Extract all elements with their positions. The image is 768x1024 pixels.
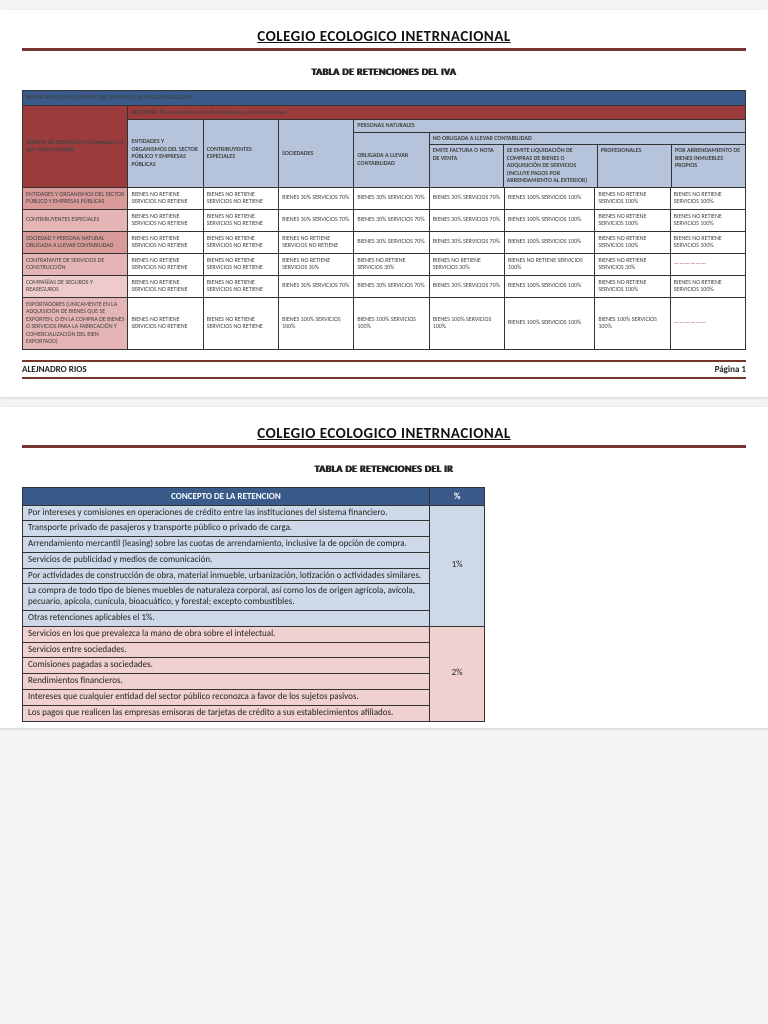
cell: BIENES NO RETIENE SERVICIOS NO RETIENE <box>128 275 203 297</box>
cell: BIENES 30% SERVICIOS 70% <box>354 231 429 253</box>
cell: BIENES NO RETIENE SERVICIOS 100% <box>670 187 745 209</box>
ir-table: CONCEPTO DE LA RETENCION % Por intereses… <box>22 487 485 722</box>
ir-concept: Por actividades de construcción de obra,… <box>23 568 430 584</box>
cell: BIENES NO RETIENE SERVICIOS NO RETIENE <box>128 253 203 275</box>
page-1: COLEGIO ECOLOGICO INETRNACIONAL TABLA DE… <box>0 10 768 397</box>
footer: ALEJNADRO RIOS Página 1 <box>22 360 746 379</box>
cell: —————— <box>670 253 745 275</box>
cell: BIENES 100% SERVICIOS 100% <box>429 297 504 349</box>
cell: BIENES 30% SERVICIOS 70% <box>279 275 354 297</box>
ir-concept: Servicios de publicidad y medios de comu… <box>23 552 430 568</box>
ir-concept: Transporte privado de pasajeros y transp… <box>23 521 430 537</box>
cell: BIENES NO RETIENE SERVICIOS NO RETIENE <box>128 231 203 253</box>
banner: RETENCIONES EN LA FUENTE DEL IMPUESTO AL… <box>23 91 746 106</box>
ir-th1: CONCEPTO DE LA RETENCION <box>23 487 430 505</box>
row-label: CONTRIBUYENTES ESPECIALES <box>23 209 128 231</box>
cell: BIENES NO RETIENE SERVICIOS 100% <box>595 209 670 231</box>
row-label: EXPORTADORES (UNICAMENTE EN LA ADQUISICI… <box>23 297 128 349</box>
ir-concept: Arrendamiento mercantil (leasing) sobre … <box>23 537 430 553</box>
retenido: RETENIDO: El que vende o transfiere bien… <box>128 105 746 120</box>
footer-page: Página 1 <box>715 364 746 375</box>
cell: BIENES 100% SERVICIOS 100% <box>505 187 595 209</box>
page2-title: COLEGIO ECOLOGICO INETRNACIONAL <box>22 425 746 443</box>
ir-concept: Por intereses y comisiones en operacione… <box>23 505 430 521</box>
cell: BIENES 30% SERVICIOS 70% <box>279 209 354 231</box>
iva-table: RETENCIONES EN LA FUENTE DEL IMPUESTO AL… <box>22 90 746 350</box>
cell: BIENES NO RETIENE SERVICIOS 100% <box>505 253 595 275</box>
cell: BIENES NO RETIENE SERVICIOS 100% <box>595 231 670 253</box>
cell: BIENES NO RETIENE SERVICIOS 30% <box>354 253 429 275</box>
row-label: COMPAÑÍAS DE SEGUROS Y REASEGUROS <box>23 275 128 297</box>
ir-th2: % <box>429 487 484 505</box>
cell: BIENES NO RETIENE SERVICIOS NO RETIENE <box>128 297 203 349</box>
ir-concept: Servicios en los que prevalezca la mano … <box>23 626 430 642</box>
ir-pct: 2% <box>429 626 484 721</box>
ir-concept: La compra de todo tipo de bienes muebles… <box>23 584 430 611</box>
page1-subtitle: TABLA DE RETENCIONES DEL IVA <box>22 65 746 78</box>
ir-concept: Intereses que cualquier entidad del sect… <box>23 690 430 706</box>
cell: BIENES 100% SERVICIOS 100% <box>505 209 595 231</box>
col-c2: CONTRIBUYENTES ESPECIALES <box>203 120 278 188</box>
cell: BIENES 100% SERVICIOS 100% <box>505 297 595 349</box>
cell: BIENES 30% SERVICIOS 70% <box>354 187 429 209</box>
ir-concept: Servicios entre sociedades. <box>23 642 430 658</box>
cell: BIENES NO RETIENE SERVICIOS 100% <box>595 275 670 297</box>
cell: BIENES NO RETIENE SERVICIOS NO RETIENE <box>203 297 278 349</box>
cell: BIENES 30% SERVICIOS 70% <box>429 209 504 231</box>
cell: BIENES NO RETIENE SERVICIOS NO RETIENE <box>128 209 203 231</box>
cell: BIENES 30% SERVICIOS 70% <box>354 209 429 231</box>
ir-concept: Comisiones pagadas a sociedades. <box>23 658 430 674</box>
cell: BIENES NO RETIENE SERVICIOS NO RETIENE <box>203 231 278 253</box>
cell: BIENES NO RETIENE SERVICIOS 30% <box>595 253 670 275</box>
page2-subtitle: TABLA DE RETENCIONES DEL IR <box>22 462 746 475</box>
cell: BIENES NO RETIENE SERVICIOS 100% <box>670 275 745 297</box>
col-noob: NO OBLIGADA A LLEVAR CONTABILIDAD EMITE … <box>429 132 745 187</box>
cell: BIENES NO RETIENE SERVICIOS NO RETIENE <box>203 187 278 209</box>
cell: BIENES 30% SERVICIOS 70% <box>429 275 504 297</box>
ir-concept: Otras retenciones aplicables el 1%. <box>23 611 430 627</box>
ir-concept: Rendimientos financieros. <box>23 674 430 690</box>
cell: BIENES 100% SERVICIOS 100% <box>505 231 595 253</box>
row-label: ENTIDADES Y ORGANISMOS DEL SECTOR PÚBLIC… <box>23 187 128 209</box>
cell: BIENES 30% SERVICIOS 70% <box>279 187 354 209</box>
divider-2 <box>22 445 746 448</box>
cell: BIENES NO RETIENE SERVICIOS 100% <box>595 187 670 209</box>
cell: BIENES NO RETIENE SERVICIOS NO RETIENE <box>203 209 278 231</box>
ir-pct: 1% <box>429 505 484 626</box>
cell: BIENES NO RETIENE SERVICIOS NO RETIENE <box>203 275 278 297</box>
cell: BIENES NO RETIENE SERVICIOS NO RETIENE <box>279 231 354 253</box>
cell: BIENES NO RETIENE SERVICIOS 100% <box>670 231 745 253</box>
cell: BIENES NO RETIENE SERVICIOS 100% <box>670 209 745 231</box>
cell: BIENES NO RETIENE SERVICIOS NO RETIENE <box>203 253 278 275</box>
agent-label: AGENTE DE RETENCIÓN (Comprador; el que r… <box>23 105 128 187</box>
cell: BIENES 30% SERVICIOS 70% <box>354 275 429 297</box>
cell: BIENES 30% SERVICIOS 70% <box>429 231 504 253</box>
divider <box>22 48 746 51</box>
cell: —————— <box>670 297 745 349</box>
cell: BIENES 100% SERVICIOS 100% <box>354 297 429 349</box>
col-pn: PERSONAS NATURALES <box>354 120 746 133</box>
cell: BIENES 100% SERVICIOS 100% <box>595 297 670 349</box>
col-c4: OBLIGADA A LLEVAR CONTABILIDAD <box>354 132 429 187</box>
ir-concept: Los pagos que realicen las empresas emis… <box>23 705 430 721</box>
cell: BIENES 30% SERVICIOS 70% <box>429 187 504 209</box>
row-label: SOCIEDAD Y PERSONA NATURAL OBLIGADA A LL… <box>23 231 128 253</box>
footer-author: ALEJNADRO RIOS <box>22 364 87 375</box>
cell: BIENES NO RETIENE SERVICIOS NO RETIENE <box>128 187 203 209</box>
col-c1: ENTIDADES Y ORGANISMOS DEL SECTOR PÚBLIC… <box>128 120 203 188</box>
page1-title: COLEGIO ECOLOGICO INETRNACIONAL <box>22 28 746 46</box>
page-2: COLEGIO ECOLOGICO INETRNACIONAL TABLA DE… <box>0 407 768 728</box>
row-label: CONTRATANTE DE SERVICIOS DE CONSTRUCCIÓN <box>23 253 128 275</box>
cell: BIENES NO RETIENE SERVICIOS 30% <box>279 253 354 275</box>
cell: BIENES NO RETIENE SERVICIOS 30% <box>429 253 504 275</box>
col-c3: SOCIEDADES <box>279 120 354 188</box>
cell: BIENES 100% SERVICIOS 100% <box>505 275 595 297</box>
cell: BIENES 100% SERVICIOS 100% <box>279 297 354 349</box>
